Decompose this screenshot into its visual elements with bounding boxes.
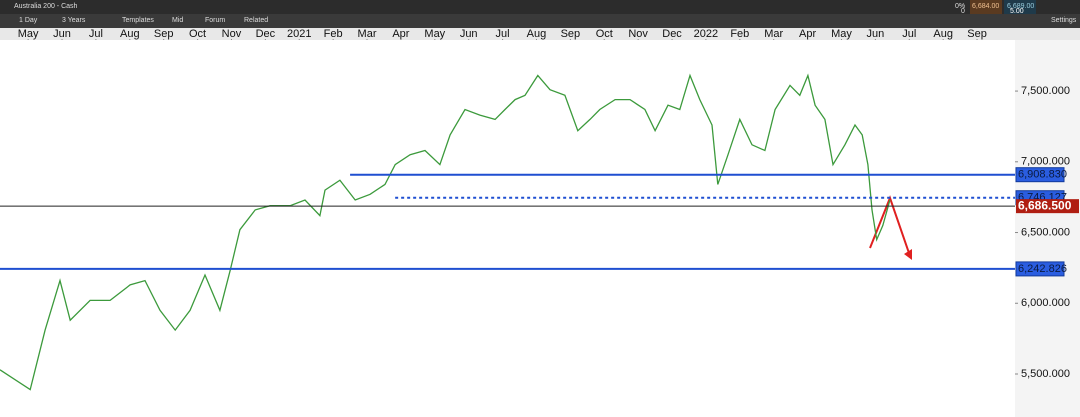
x-tick-label: Mar bbox=[358, 28, 377, 40]
x-tick-label: Sep bbox=[967, 28, 987, 40]
price-line bbox=[0, 73, 891, 391]
instrument[interactable]: Australia 200 - Cash bbox=[14, 3, 78, 10]
settings-button[interactable]: Settings bbox=[1051, 17, 1077, 24]
x-tick-label: Nov bbox=[628, 28, 648, 40]
sell-price[interactable]: 6,684.00 bbox=[972, 3, 1000, 10]
y-tick-label: 7,500.000 bbox=[1021, 85, 1070, 97]
x-tick-label: Feb bbox=[324, 28, 343, 40]
change: 0% bbox=[955, 3, 966, 10]
y-tick-label: 6,000.000 bbox=[1021, 297, 1070, 309]
x-tick-label: Aug bbox=[120, 28, 140, 40]
x-tick-label: Jul bbox=[902, 28, 916, 40]
x-tick-label: Aug bbox=[933, 28, 953, 40]
templates-button[interactable]: Templates bbox=[122, 17, 154, 24]
x-tick-label: May bbox=[424, 28, 445, 40]
x-tick-label: May bbox=[18, 28, 39, 40]
x-tick-label: 2021 bbox=[287, 28, 311, 40]
level-label: 6,686.500 bbox=[1018, 198, 1072, 212]
buy-price[interactable]: 6,689.00 bbox=[1007, 3, 1035, 10]
arrow-annotation bbox=[869, 195, 911, 257]
level-label-box bbox=[1016, 199, 1079, 214]
interval-button[interactable]: 1 Day bbox=[19, 17, 38, 24]
x-tick-label: Jun bbox=[866, 28, 884, 40]
x-tick-label: Sep bbox=[561, 28, 581, 40]
x-tick-label: Nov bbox=[222, 28, 242, 40]
level-label-box bbox=[1015, 167, 1065, 183]
spread: 5.00 bbox=[1010, 8, 1024, 15]
range-button[interactable]: 3 Years bbox=[62, 17, 86, 24]
time-axis bbox=[0, 28, 1080, 40]
level-label: 6,908.830 bbox=[1018, 169, 1067, 181]
x-tick-label: 2022 bbox=[694, 28, 718, 40]
x-tick-label: Apr bbox=[392, 28, 409, 40]
forum-button[interactable]: Forum bbox=[205, 17, 226, 24]
change-points: 0 bbox=[961, 8, 965, 15]
x-tick-label: Feb bbox=[730, 28, 749, 40]
x-tick-label: Mar bbox=[764, 28, 783, 40]
related-button[interactable]: Related bbox=[244, 17, 269, 24]
x-tick-label: Jul bbox=[89, 28, 103, 40]
x-tick-label: Jun bbox=[460, 28, 478, 40]
x-tick-label: Dec bbox=[256, 28, 276, 40]
x-tick-label: May bbox=[831, 28, 852, 40]
x-tick-label: Apr bbox=[799, 28, 816, 40]
y-tick-label: 6,500.000 bbox=[1021, 226, 1070, 238]
x-tick-label: Aug bbox=[527, 28, 547, 40]
level-label: 6,242.826 bbox=[1018, 263, 1067, 275]
arrow-head bbox=[904, 249, 912, 260]
level-label-box bbox=[1015, 261, 1065, 277]
price-axis bbox=[1015, 40, 1080, 417]
x-tick-label: Jul bbox=[496, 28, 510, 40]
y-tick-label: 5,500.000 bbox=[1021, 368, 1070, 380]
x-tick-label: Jun bbox=[53, 28, 71, 40]
x-tick-label: Dec bbox=[662, 28, 682, 40]
chart: May Jun Jul Aug Sep Oct Nov Dec 2021 Feb Mar Apr May… bbox=[0, 28, 1080, 417]
x-tick-label: Oct bbox=[596, 28, 613, 40]
x-tick-label: Sep bbox=[154, 28, 174, 40]
price-type-button[interactable]: Mid bbox=[172, 17, 184, 24]
y-tick-label: 7,000.000 bbox=[1021, 156, 1070, 168]
toolbar: 1 Day 3 Years Templates Mid Forum Relate… bbox=[0, 14, 1080, 28]
title-bar: Australia 200 - Cash 0% 0 6,684.00 6,689… bbox=[0, 0, 1080, 15]
x-tick-label: Oct bbox=[189, 28, 206, 40]
